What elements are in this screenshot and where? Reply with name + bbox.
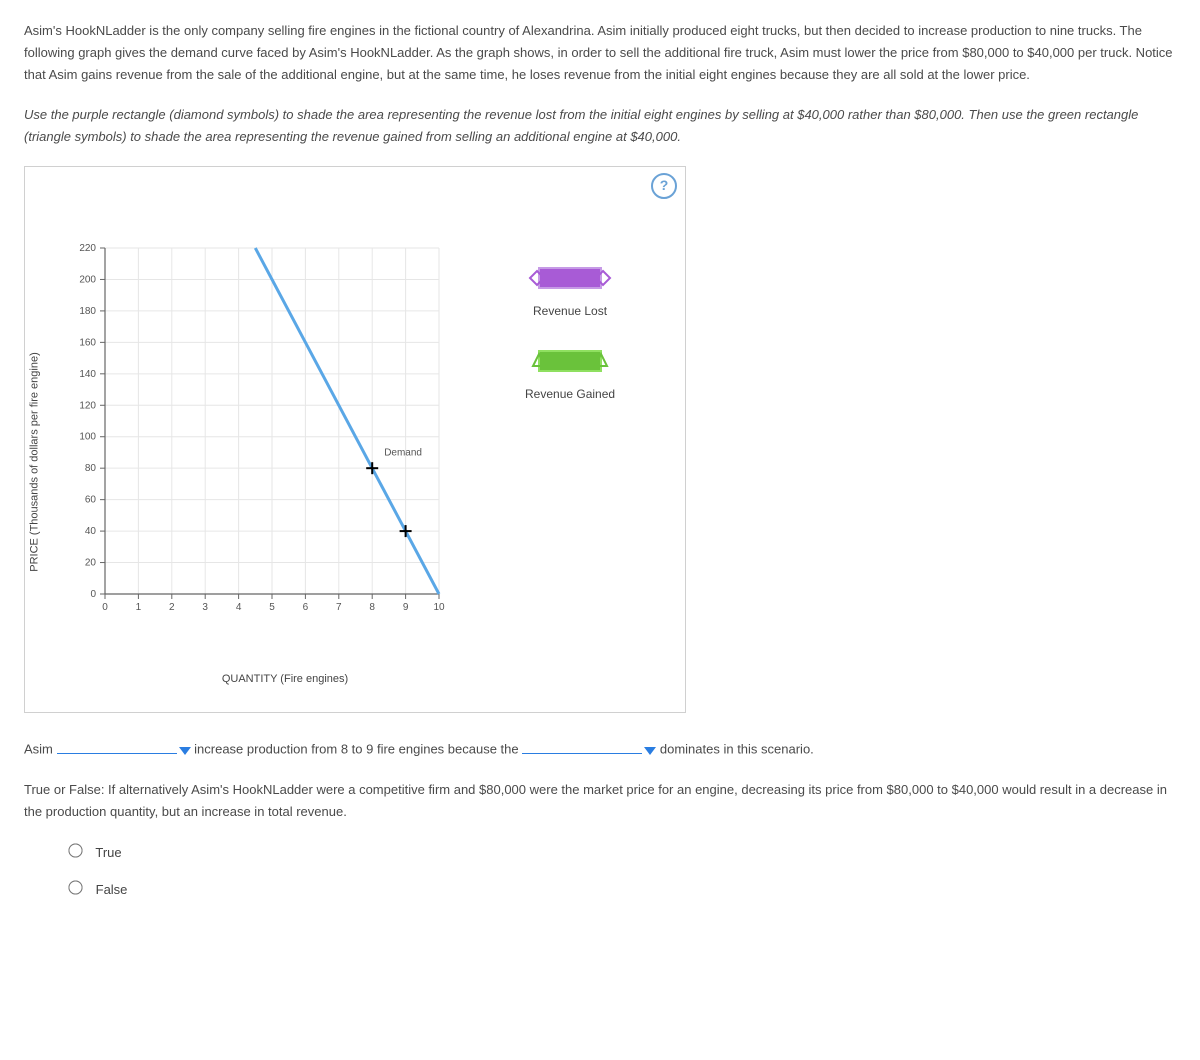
svg-text:120: 120 <box>79 401 96 412</box>
svg-text:9: 9 <box>403 602 409 613</box>
revenue-gained-swatch <box>538 350 602 372</box>
svg-text:160: 160 <box>79 338 96 349</box>
dropdown-2[interactable] <box>522 737 656 761</box>
svg-text:100: 100 <box>79 432 96 443</box>
legend-revenue-lost[interactable]: Revenue Lost <box>525 267 615 321</box>
dropdown-1[interactable] <box>57 737 191 761</box>
instructions-paragraph: Use the purple rectangle (diamond symbol… <box>24 104 1176 148</box>
legend-gained-label: Revenue Gained <box>525 384 615 404</box>
svg-text:6: 6 <box>303 602 309 613</box>
x-axis-label: QUANTITY (Fire engines) <box>222 670 348 689</box>
radio-true-label: True <box>95 845 121 860</box>
fill-in-sentence: Asim increase production from 8 to 9 fir… <box>24 737 1176 761</box>
svg-text:40: 40 <box>85 527 97 538</box>
svg-text:0: 0 <box>102 602 108 613</box>
svg-text:200: 200 <box>79 275 96 286</box>
svg-text:80: 80 <box>85 464 97 475</box>
caret-down-icon <box>644 747 656 755</box>
legend-lost-label: Revenue Lost <box>525 301 615 321</box>
svg-text:4: 4 <box>236 602 242 613</box>
chart-svg[interactable]: 0123456789100204060801001201401601802002… <box>65 242 445 622</box>
radio-false[interactable] <box>68 881 82 895</box>
svg-text:8: 8 <box>369 602 375 613</box>
graph-container: ? PRICE (Thousands of dollars per fire e… <box>24 166 686 713</box>
svg-text:5: 5 <box>269 602 275 613</box>
svg-text:140: 140 <box>79 369 96 380</box>
radio-true[interactable] <box>68 844 82 858</box>
svg-text:Demand: Demand <box>384 448 422 459</box>
y-axis-label: PRICE (Thousands of dollars per fire eng… <box>26 353 45 573</box>
help-button[interactable]: ? <box>651 173 677 199</box>
svg-text:3: 3 <box>202 602 208 613</box>
svg-text:60: 60 <box>85 495 97 506</box>
svg-text:1: 1 <box>136 602 142 613</box>
radio-group: True False <box>64 841 1176 901</box>
legend: Revenue Lost Revenue Gained <box>525 267 615 432</box>
svg-text:180: 180 <box>79 306 96 317</box>
legend-revenue-gained[interactable]: Revenue Gained <box>525 350 615 404</box>
sentence-lead: Asim <box>24 742 53 757</box>
sentence-tail: dominates in this scenario. <box>660 742 814 757</box>
svg-text:220: 220 <box>79 243 96 254</box>
svg-text:7: 7 <box>336 602 342 613</box>
svg-text:2: 2 <box>169 602 175 613</box>
chart[interactable]: PRICE (Thousands of dollars per fire eng… <box>65 242 505 682</box>
radio-false-label: False <box>96 882 128 897</box>
svg-text:0: 0 <box>90 589 96 600</box>
revenue-lost-swatch <box>538 267 602 289</box>
caret-down-icon <box>179 747 191 755</box>
sentence-mid: increase production from 8 to 9 fire eng… <box>194 742 518 757</box>
svg-text:20: 20 <box>85 558 97 569</box>
intro-paragraph: Asim's HookNLadder is the only company s… <box>24 20 1176 86</box>
true-false-question: True or False: If alternatively Asim's H… <box>24 779 1176 823</box>
svg-text:10: 10 <box>433 602 445 613</box>
